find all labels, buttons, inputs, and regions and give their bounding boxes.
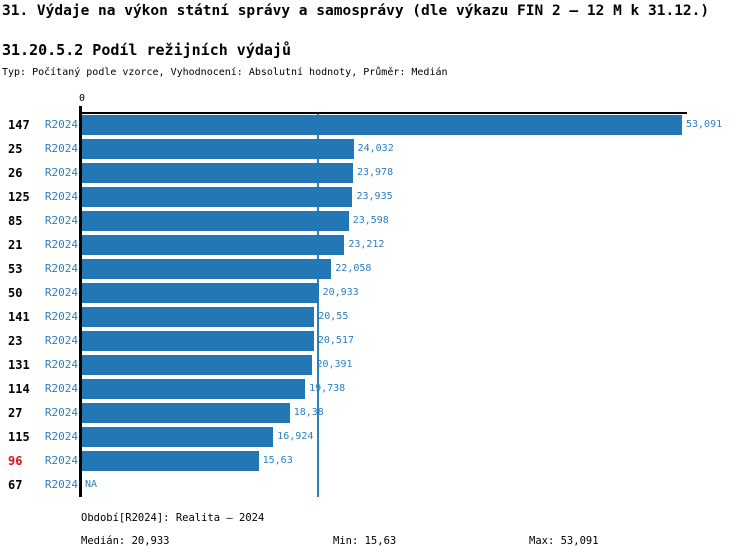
- row-period-label: R2024: [44, 478, 78, 491]
- x-axis-line: [79, 112, 687, 114]
- bar-value-label: 24,032: [357, 143, 394, 154]
- bar-value-label: 23,212: [348, 239, 385, 250]
- row-number: 53: [8, 262, 23, 276]
- value-bar: [82, 355, 313, 375]
- row-number: 21: [8, 238, 23, 252]
- median-line: [316, 113, 319, 497]
- row-number: 67: [8, 478, 23, 492]
- chart-row: 115 R2024 16,924: [0, 425, 750, 449]
- value-bar: [82, 403, 290, 423]
- row-number: 131: [8, 358, 30, 372]
- indicator-meta: Typ: Počítaný podle vzorce, Vyhodnocení:…: [2, 67, 448, 78]
- y-axis-line: [79, 106, 82, 497]
- value-bar: [82, 307, 315, 327]
- max-stat: Max: 53,091: [529, 535, 599, 547]
- row-number: 50: [8, 286, 23, 300]
- row-period-label: R2024: [44, 430, 78, 443]
- row-period-label: R2024: [44, 238, 78, 251]
- row-number: 26: [8, 166, 23, 180]
- period-info: Období[R2024]: Realita – 2024: [81, 512, 265, 524]
- bar-value-label: 23,935: [356, 191, 393, 202]
- chart-rows: 147 R2024 53,091 25 R2024 24,032 26 R2024 23,978…: [0, 113, 750, 497]
- row-number: 115: [8, 430, 30, 444]
- value-bar: [82, 235, 345, 255]
- bar-value-label: 53,091: [686, 119, 723, 130]
- bar-value-label: 19,738: [309, 383, 346, 394]
- row-period-label: R2024: [44, 166, 78, 179]
- row-period-label: R2024: [44, 214, 78, 227]
- row-number: 23: [8, 334, 23, 348]
- row-period-label: R2024: [44, 262, 78, 275]
- chart-row: 131 R2024 20,391: [0, 353, 750, 377]
- row-number: 147: [8, 118, 30, 132]
- chart-row: 67 R2024 NA: [0, 473, 750, 497]
- value-bar: [82, 115, 682, 135]
- value-bar: [82, 331, 314, 351]
- chart-row: 96 R2024 15,63: [0, 449, 750, 473]
- chart-row: 25 R2024 24,032: [0, 137, 750, 161]
- value-bar: [82, 163, 353, 183]
- row-number: 141: [8, 310, 30, 324]
- na-label: NA: [85, 479, 98, 490]
- row-period-label: R2024: [44, 358, 78, 371]
- chart-row: 23 R2024 20,517: [0, 329, 750, 353]
- row-number: 25: [8, 142, 23, 156]
- value-bar: [82, 283, 319, 303]
- row-period-label: R2024: [44, 190, 78, 203]
- row-number: 125: [8, 190, 30, 204]
- chart-row: 85 R2024 23,598: [0, 209, 750, 233]
- chart-row: 27 R2024 18,38: [0, 401, 750, 425]
- bar-value-label: 20,55: [318, 311, 349, 322]
- chart-row: 114 R2024 19,738: [0, 377, 750, 401]
- chart-row: 147 R2024 53,091: [0, 113, 750, 137]
- median-stat: Medián: 20,933: [81, 535, 170, 547]
- row-number: 27: [8, 406, 23, 420]
- axis-zero-label: 0: [78, 93, 86, 104]
- row-period-label: R2024: [44, 286, 78, 299]
- report-title: 31. Výdaje na výkon státní správy a samo…: [2, 3, 710, 19]
- row-period-label: R2024: [44, 382, 78, 395]
- row-number: 114: [8, 382, 30, 396]
- chart-row: 125 R2024 23,935: [0, 185, 750, 209]
- row-period-label: R2024: [44, 310, 78, 323]
- indicator-title: 31.20.5.2 Podíl režijních výdajů: [2, 41, 291, 59]
- bar-value-label: 23,978: [356, 167, 394, 178]
- bar-value-label: 20,391: [316, 359, 353, 370]
- row-period-label: R2024: [44, 334, 78, 347]
- bar-value-label: 16,924: [277, 431, 314, 442]
- bar-value-label: 23,598: [352, 215, 389, 226]
- row-period-label: R2024: [44, 406, 78, 419]
- chart-row: 141 R2024 20,55: [0, 305, 750, 329]
- value-bar: [82, 139, 354, 159]
- row-period-label: R2024: [44, 118, 78, 131]
- value-bar: [82, 187, 353, 207]
- bar-value-label: 22,058: [335, 263, 372, 274]
- bar-value-label: 18,38: [293, 407, 324, 418]
- bar-value-label: 20,517: [317, 335, 354, 346]
- value-bar: [82, 259, 332, 279]
- value-bar: [82, 451, 259, 471]
- row-period-label: R2024: [44, 142, 78, 155]
- bar-value-label: 20,933: [322, 287, 359, 298]
- chart-row: 21 R2024 23,212: [0, 233, 750, 257]
- value-bar: [82, 427, 274, 447]
- chart-row: 26 R2024 23,978: [0, 161, 750, 185]
- value-bar: [82, 379, 306, 399]
- min-stat: Min: 15,63: [333, 535, 397, 547]
- chart-row: 53 R2024 22,058: [0, 257, 750, 281]
- row-number-highlighted: 96: [8, 454, 23, 468]
- bar-value-label: 15,63: [262, 455, 293, 466]
- chart-row: 50 R2024 20,933: [0, 281, 750, 305]
- value-bar: [82, 211, 349, 231]
- row-period-label: R2024: [44, 454, 78, 467]
- row-number: 85: [8, 214, 23, 228]
